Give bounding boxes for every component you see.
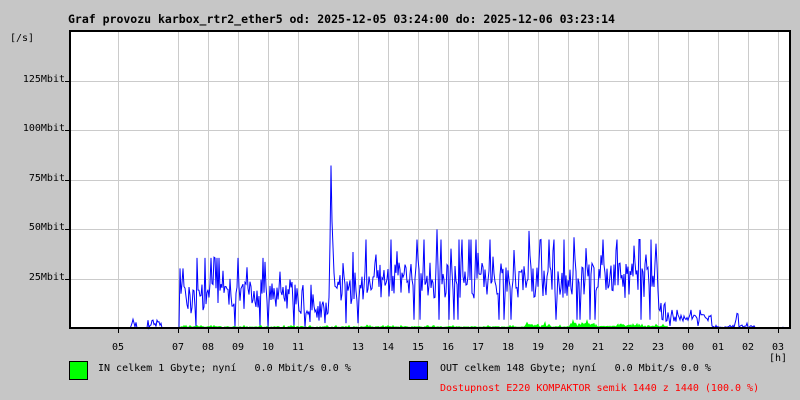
x-tick-label: 19 [531,342,545,353]
y-tick-label: 25Mbit [28,272,65,283]
x-tick-label: 18 [501,342,515,353]
x-axis-unit: [h] [768,353,788,364]
out-legend-label: OUT celkem 148 Gbyte; nyní 0.0 Mbit/s 0.… [440,363,711,374]
x-tick-label: 02 [741,342,755,353]
x-tick-label: 15 [411,342,425,353]
x-tick-label: 14 [381,342,395,353]
out-legend-swatch [409,361,428,380]
y-tick-label: 75Mbit [28,173,65,184]
x-tick-label: 23 [651,342,665,353]
x-tick-label: 10 [261,342,275,353]
x-tick-label: 08 [201,342,215,353]
x-tick-label: 22 [621,342,635,353]
x-tick-label: 00 [681,342,695,353]
x-tick-label: 01 [711,342,725,353]
x-tick-label: 07 [171,342,185,353]
y-tick-label: 50Mbit [28,222,65,233]
y-tick-label: 100Mbit [22,123,65,134]
y-tick-label: 125Mbit [22,74,65,85]
graph-title: Graf provozu karbox_rtr2_ether5 od: 2025… [68,12,615,26]
x-tick-label: 09 [231,342,245,353]
x-tick-label: 16 [441,342,455,353]
x-tick-label: 20 [561,342,575,353]
availability-text: Dostupnost E220 KOMPAKTOR semik 1440 z 1… [440,383,760,394]
x-tick-label: 05 [111,342,125,353]
x-tick-label: 11 [291,342,305,353]
in-legend-label: IN celkem 1 Gbyte; nyní 0.0 Mbit/s 0.0 % [98,363,351,374]
x-tick-label: 17 [471,342,485,353]
y-axis-unit: [/s] [10,33,35,44]
in-legend-swatch [69,361,88,380]
x-tick-label: 21 [591,342,605,353]
x-tick-label: 03 [771,342,785,353]
x-tick-label: 13 [351,342,365,353]
